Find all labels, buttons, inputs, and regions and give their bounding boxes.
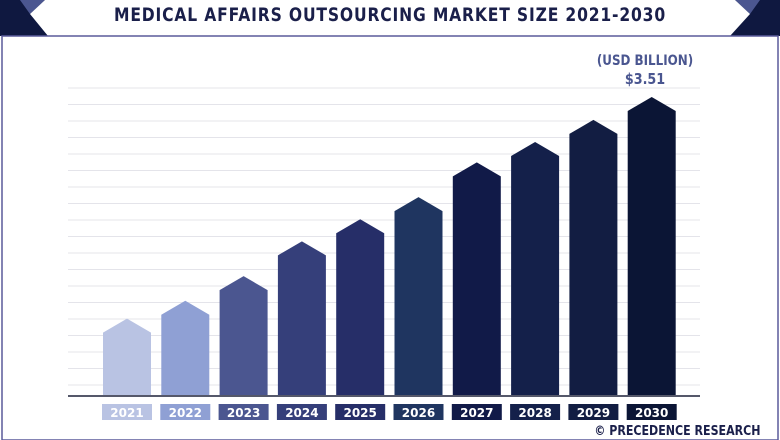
category-label-box — [393, 404, 444, 420]
category-label: 2029 — [577, 406, 610, 420]
category-label: 2022 — [169, 406, 202, 420]
category-label: 2024 — [285, 406, 318, 420]
bar-2022 — [161, 300, 210, 395]
bar-2027 — [452, 162, 501, 395]
category-label-box — [335, 404, 386, 420]
category-label: 2021 — [110, 406, 143, 420]
value-annotation: $3.51 — [624, 70, 666, 88]
bar-2026 — [394, 197, 443, 395]
bar-2025 — [336, 219, 385, 395]
category-label: 2026 — [402, 406, 435, 420]
category-label-box — [276, 404, 327, 420]
category-label-box — [451, 404, 502, 420]
bar-2021 — [103, 318, 151, 395]
bar-2023 — [219, 276, 268, 395]
category-label: 2023 — [227, 406, 260, 420]
category-label: 2027 — [460, 406, 493, 420]
category-label: 2025 — [343, 406, 376, 420]
bar-2024 — [277, 241, 326, 395]
bar-2030 — [627, 97, 676, 395]
category-label: 2028 — [518, 406, 551, 420]
category-label-box — [510, 404, 561, 420]
chart-title: MEDICAL AFFAIRS OUTSOURCING MARKET SIZE … — [114, 4, 666, 26]
source-credit: © PRECEDENCE RESEARCH — [593, 424, 760, 439]
category-label-box — [568, 404, 619, 420]
bar-2029 — [569, 119, 618, 395]
bar-2028 — [511, 141, 560, 395]
category-label: 2030 — [635, 406, 668, 420]
category-label-box — [160, 404, 211, 420]
category-label-box — [626, 404, 677, 420]
unit-label: (USD BILLION) — [596, 53, 694, 69]
category-label-box — [218, 404, 269, 420]
category-label-box — [102, 404, 152, 420]
